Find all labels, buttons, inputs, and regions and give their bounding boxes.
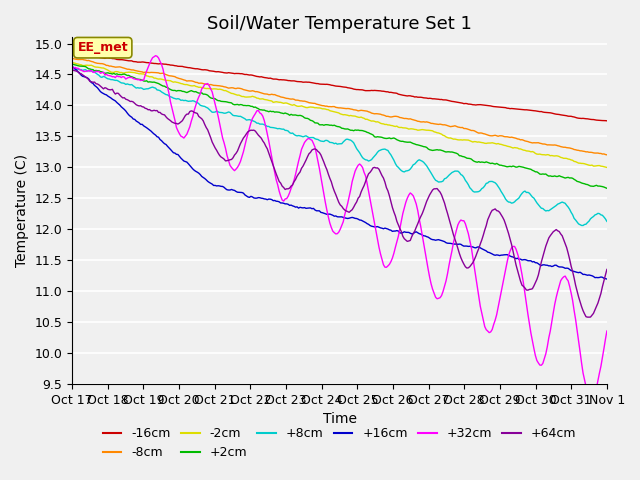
+16cm (246, 194, 253, 200)
-16cm (68, 49, 76, 55)
-16cm (302, 79, 310, 85)
Text: EE_met: EE_met (77, 41, 128, 54)
+64cm (134, 103, 141, 108)
+64cm (246, 128, 253, 134)
+8cm (302, 133, 310, 139)
-2cm (302, 105, 310, 110)
Line: +32cm: +32cm (72, 56, 607, 397)
+16cm (302, 205, 310, 211)
+32cm (256, 110, 264, 116)
+32cm (134, 77, 141, 83)
-16cm (573, 115, 581, 121)
+8cm (255, 120, 262, 126)
+8cm (579, 223, 587, 228)
-16cm (255, 74, 262, 80)
-16cm (134, 60, 141, 65)
+8cm (228, 111, 236, 117)
+2cm (603, 185, 611, 191)
Line: -2cm: -2cm (72, 62, 607, 168)
-2cm (573, 159, 581, 165)
+64cm (228, 156, 236, 162)
-2cm (134, 71, 141, 76)
+2cm (246, 103, 253, 108)
-8cm (302, 99, 310, 105)
+64cm (68, 67, 76, 72)
+32cm (229, 167, 237, 172)
+2cm (134, 76, 141, 82)
+16cm (573, 269, 581, 275)
-16cm (228, 70, 236, 76)
-8cm (228, 85, 236, 91)
+64cm (255, 132, 262, 138)
Line: +16cm: +16cm (72, 66, 607, 279)
+64cm (585, 314, 593, 320)
+64cm (603, 266, 611, 272)
+16cm (228, 187, 236, 192)
-8cm (255, 89, 262, 95)
+32cm (575, 338, 582, 344)
+16cm (603, 276, 611, 282)
+2cm (228, 100, 236, 106)
+32cm (247, 120, 255, 126)
-2cm (603, 165, 611, 170)
-8cm (573, 147, 581, 153)
+2cm (573, 179, 581, 184)
-8cm (603, 152, 611, 158)
-2cm (246, 94, 253, 100)
+16cm (255, 195, 262, 201)
+16cm (68, 63, 76, 69)
Title: Soil/Water Temperature Set 1: Soil/Water Temperature Set 1 (207, 15, 472, 33)
+32cm (303, 136, 311, 142)
+8cm (68, 65, 76, 71)
+32cm (152, 53, 159, 59)
X-axis label: Time: Time (323, 412, 356, 426)
-16cm (246, 72, 253, 78)
+8cm (573, 219, 581, 225)
+32cm (68, 66, 76, 72)
+8cm (603, 218, 611, 224)
-8cm (68, 56, 76, 61)
Line: -8cm: -8cm (72, 59, 607, 155)
Legend: -16cm, -8cm, -2cm, +2cm, +8cm, +16cm, +32cm, +64cm: -16cm, -8cm, -2cm, +2cm, +8cm, +16cm, +3… (98, 422, 581, 465)
+64cm (302, 157, 310, 163)
+8cm (134, 85, 141, 91)
+32cm (603, 328, 611, 334)
Line: -16cm: -16cm (72, 52, 607, 121)
Line: +8cm: +8cm (72, 68, 607, 226)
-8cm (246, 88, 253, 94)
Line: +64cm: +64cm (72, 70, 607, 317)
+2cm (255, 106, 262, 111)
+2cm (68, 61, 76, 67)
+2cm (302, 115, 310, 121)
Y-axis label: Temperature (C): Temperature (C) (15, 154, 29, 267)
+64cm (573, 288, 581, 294)
+16cm (134, 119, 141, 125)
-8cm (134, 68, 141, 74)
+32cm (587, 395, 595, 400)
Line: +2cm: +2cm (72, 64, 607, 188)
-2cm (68, 60, 76, 65)
+8cm (246, 117, 253, 122)
-16cm (603, 118, 611, 124)
-2cm (255, 96, 262, 101)
-2cm (228, 91, 236, 96)
